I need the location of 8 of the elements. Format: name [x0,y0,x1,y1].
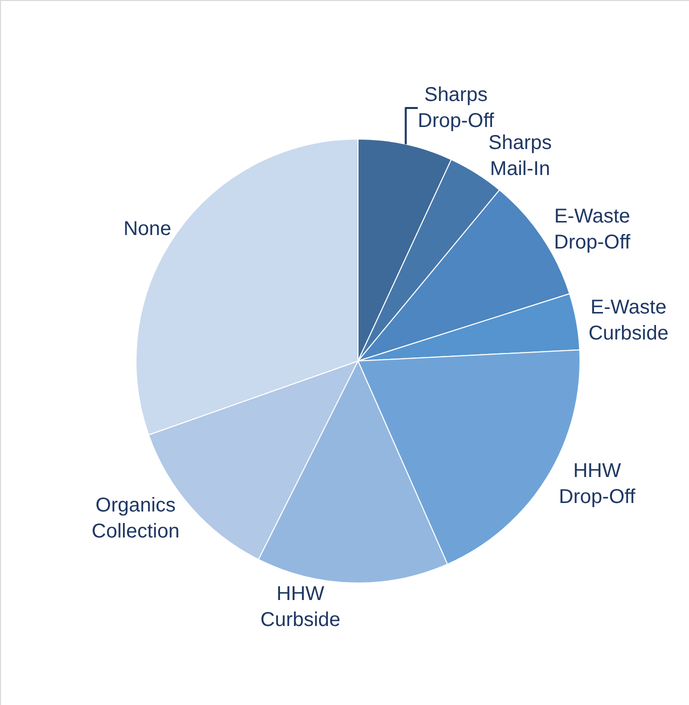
slice-label: Sharps Drop-Off [418,84,495,132]
slice-label: HHW Drop-Off [558,460,636,508]
slice-label: E-Waste Drop-Off [554,205,631,254]
slice-label: HHW Curbside [260,582,340,631]
slice-label: None [123,218,172,240]
slice-label: Sharps Mail-In [488,132,552,180]
slice-label: E-Waste Curbside [588,296,668,345]
slice-label: Organics Collection [92,494,180,542]
